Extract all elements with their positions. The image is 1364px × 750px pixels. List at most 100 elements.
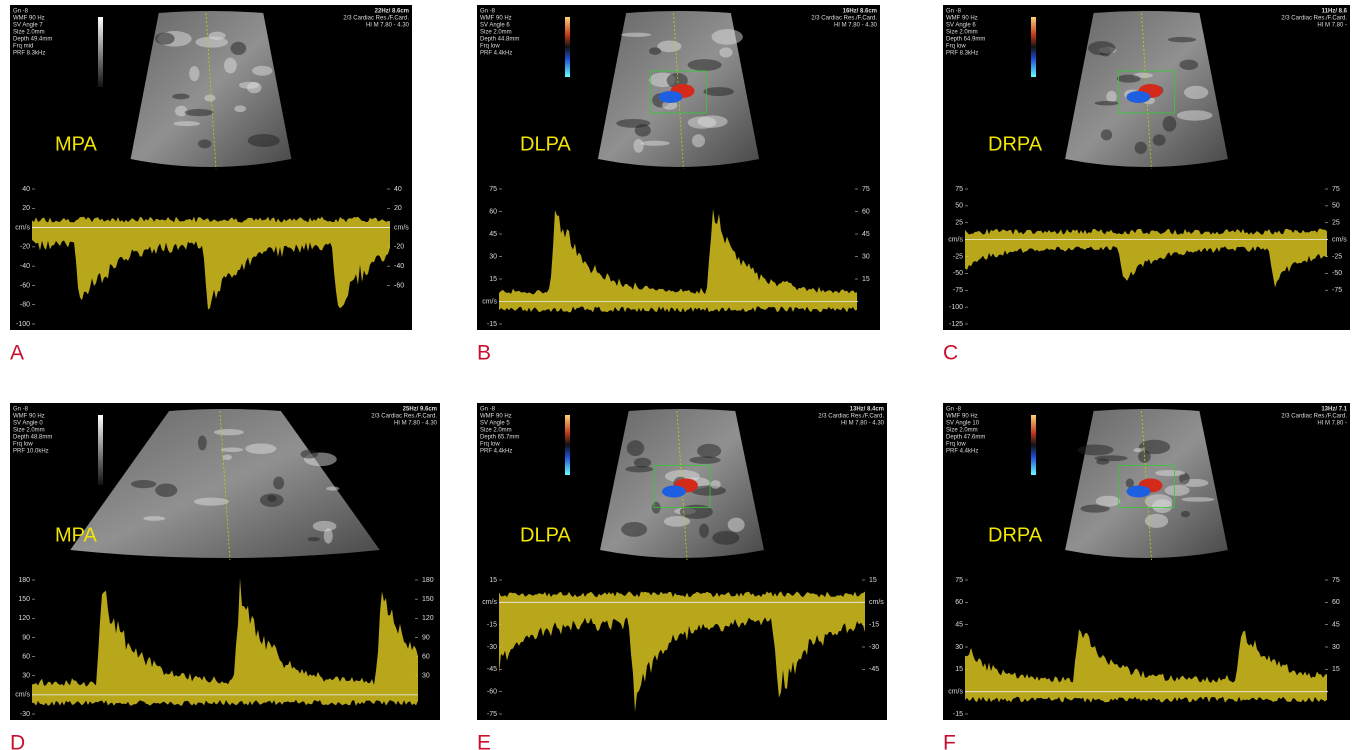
y-tick-label: 60 (1332, 599, 1340, 606)
scan-parameter: Gn -8 (946, 407, 962, 413)
y-tick-label: -125 (949, 321, 963, 328)
tissue-texture (155, 484, 177, 497)
tissue-texture (175, 106, 187, 117)
scan-parameter: 13Hz/ 8.4cm (850, 407, 884, 413)
scan-parameter: Depth 65.7mm (480, 435, 519, 441)
y-tick-label: -60 (487, 689, 497, 696)
tissue-texture (616, 119, 650, 128)
tissue-texture (204, 95, 215, 102)
y-tick-label: -15 (487, 622, 497, 629)
y-tick-label: 90 (422, 634, 430, 641)
scan-parameter: Frq low (946, 44, 966, 50)
y-tick-label: 150 (422, 596, 434, 603)
tissue-texture (143, 516, 165, 521)
y-tick-label: -20 (20, 244, 30, 251)
scan-parameter: SV Angle 10 (946, 421, 980, 427)
scan-parameter: WMF 90 Hz (946, 16, 978, 22)
y-tick-label: 30 (22, 673, 30, 680)
y-tick-label: 15 (955, 666, 963, 673)
tissue-texture (245, 443, 276, 454)
figure: Gn -8WMF 90 HzSV Angle 7Size 2.0mmDepth … (0, 0, 1364, 750)
panel: Gn -8WMF 90 HzSV Angle 10Size 2.0mmDepth… (943, 403, 1350, 720)
scale-bar (1031, 415, 1036, 475)
scan-parameter: 2/3 Cardiac Res./F.Card. (343, 16, 409, 22)
scan-parameter: PRF 4.4kHz (480, 51, 512, 57)
y-tick-label: -45 (487, 666, 497, 673)
page: Gn -8WMF 90 HzSV Angle 7Size 2.0mmDepth … (0, 0, 1364, 750)
tissue-texture (231, 42, 247, 55)
y-tick-label: -60 (394, 282, 404, 289)
y-tick-label: 20 (22, 205, 30, 212)
tissue-texture (224, 58, 237, 74)
tissue-texture (1135, 142, 1147, 154)
y-tick-label: cm/s (15, 692, 30, 699)
y-tick-label: cm/s (948, 689, 963, 696)
scan-parameter: WMF 90 Hz (480, 414, 512, 420)
tissue-texture (627, 440, 644, 456)
y-tick-label: 60 (955, 599, 963, 606)
scan-parameter: Depth 47.6mm (946, 435, 985, 441)
flow-blue (1127, 486, 1151, 498)
scan-parameter: PRF 4.4kHz (946, 449, 978, 455)
tissue-texture (131, 480, 156, 488)
scan-parameter: PRF 4.4kHz (480, 449, 512, 455)
tissue-texture (1095, 455, 1128, 461)
tissue-texture (252, 66, 272, 76)
tissue-texture (1179, 60, 1198, 70)
y-tick-label: -100 (16, 321, 30, 328)
y-tick-label: 60 (489, 208, 497, 215)
tissue-texture (633, 139, 643, 153)
y-tick-label: 180 (18, 577, 30, 584)
tissue-texture (1155, 470, 1185, 476)
scan-parameter: Gn -8 (480, 9, 496, 15)
y-tick-label: 75 (1332, 186, 1340, 193)
tissue-texture (680, 505, 713, 519)
scan-parameter: 16Hz/ 8.6cm (843, 9, 877, 15)
flow-blue (1127, 91, 1151, 103)
y-tick-label: 50 (1332, 203, 1340, 210)
scan-parameter: Size 2.0mm (480, 30, 512, 36)
y-tick-label: 15 (869, 577, 877, 584)
tissue-texture (621, 522, 647, 537)
scan-parameter: 25Hz/ 9.6cm (403, 407, 437, 413)
y-tick-label: -75 (1332, 287, 1342, 294)
scan-parameter: 2/3 Cardiac Res./F.Card. (1281, 414, 1347, 420)
scale-bar (98, 17, 103, 87)
y-tick-label: -80 (20, 302, 30, 309)
y-tick-label: 45 (1332, 622, 1340, 629)
y-tick-label: 75 (862, 186, 870, 193)
y-tick-label: 15 (489, 276, 497, 283)
scan-parameter: Depth 49.4mm (13, 37, 52, 43)
y-tick-label: 120 (422, 615, 434, 622)
y-tick-label: 180 (422, 577, 434, 584)
tissue-texture (307, 537, 319, 541)
tissue-texture (688, 59, 722, 71)
y-tick-label: -50 (1332, 270, 1342, 277)
tissue-texture (267, 495, 276, 502)
tissue-texture (1181, 511, 1190, 517)
y-tick-label: 30 (955, 644, 963, 651)
panel-letter: B (477, 342, 491, 365)
tissue-texture (1117, 75, 1141, 83)
y-tick-label: -60 (20, 282, 30, 289)
scale-bar (565, 17, 570, 77)
scan-parameter: HI M 7.80 - (1317, 421, 1347, 427)
tissue-texture (625, 466, 653, 472)
tissue-texture (1101, 129, 1112, 140)
tissue-texture (273, 477, 284, 490)
y-tick-label: -45 (869, 666, 879, 673)
tissue-texture (1165, 485, 1190, 496)
scan-parameter: Frq low (480, 44, 500, 50)
y-tick-label: 75 (955, 577, 963, 584)
y-tick-label: -100 (949, 304, 963, 311)
y-tick-label: -30 (487, 644, 497, 651)
scan-parameter: WMF 90 Hz (13, 16, 45, 22)
panel-letter: E (477, 732, 491, 750)
tissue-texture (313, 521, 337, 532)
scan-parameter: 2/3 Cardiac Res./F.Card. (811, 16, 877, 22)
y-tick-label: -50 (953, 270, 963, 277)
y-tick-label: cm/s (1332, 236, 1347, 243)
tissue-texture (704, 87, 734, 96)
